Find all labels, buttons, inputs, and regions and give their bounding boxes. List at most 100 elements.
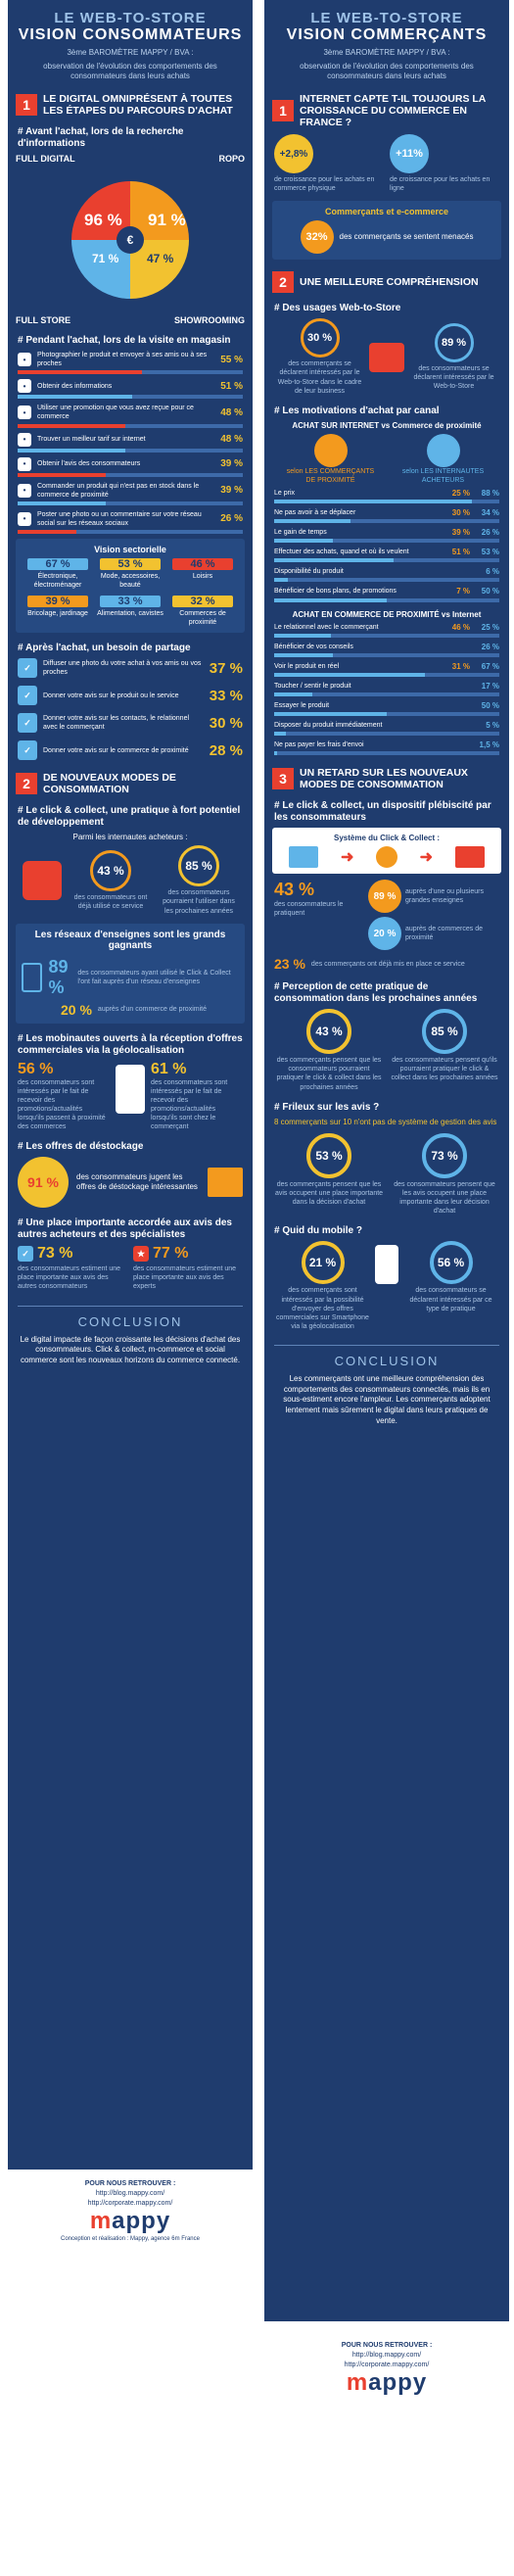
ravis-b-label: des consommateurs pensent que les avis o… (394, 1181, 495, 1216)
prox-value-buyers: 67 % (481, 661, 499, 671)
svg-text:€: € (127, 233, 134, 247)
pie-slice-fulldigital (71, 181, 130, 241)
cc-a-label: des consommateurs ont déjà utilisé ce se… (73, 893, 148, 911)
motiv-label: Le prix (274, 489, 296, 497)
dest-value: 91 % (18, 1157, 69, 1209)
apres-value: 33 % (209, 687, 243, 704)
merchant-avatar (313, 433, 348, 467)
pie-slice-ropo (130, 181, 189, 241)
apres-row: ✓ Donner votre avis sur le commerce de pr… (18, 740, 243, 761)
cc-stats: 43 % des consommateurs ont déjà utilisé … (18, 845, 243, 915)
corporate-link[interactable]: http://corporate.mappy.com/ (87, 2199, 173, 2207)
prox-bar (274, 652, 499, 657)
motiv-value-merchants: 30 % (451, 508, 470, 518)
prox-row-line: Toucher / sentir le produit 17 % (274, 682, 499, 691)
prox-bar-fill (274, 633, 331, 638)
reseaux-b-value: 20 % (61, 1001, 92, 1018)
right-section-2: 2 UNE MEILLEURE COMPRÉHENSION (272, 271, 501, 294)
motiv-bar (274, 519, 499, 524)
cc-b-value: 85 % (178, 845, 219, 887)
rmob-stats: 21 % des commerçants sont intéressés par… (274, 1241, 499, 1330)
apres-value: 28 % (209, 741, 243, 759)
sector-value: 39 % (27, 596, 88, 608)
pendant-label: Commander un produit qui n'est pas en st… (37, 482, 200, 499)
right-title: VISION COMMERÇANTS (286, 26, 488, 43)
cc-b-label: des consommateurs pourraient l'utiliser … (163, 889, 235, 915)
motiv-label: Effectuer des achats, quand et où ils ve… (274, 549, 409, 556)
perc-stats: 43 % des commerçants pensent que les con… (274, 1009, 499, 1091)
motiv-bar (274, 539, 499, 544)
pendant-bar (18, 529, 243, 534)
conclusion-text: Les commerçants ont une meilleure compré… (283, 1373, 491, 1426)
usage-a-label: des commerçants se déclarent intéressés … (277, 360, 362, 395)
laptop-icon (289, 846, 319, 869)
pendant-bar (18, 472, 243, 477)
consumer-column: LE WEB-TO-STORE VISION CONSOMMATEURS 3èm… (8, 0, 253, 2170)
pendant-label: Photographier le produit et envoyer à se… (37, 352, 208, 368)
apres-label: Donner votre avis sur le produit ou le s… (43, 692, 179, 699)
pie-slice-showrooming (130, 240, 189, 300)
pendant-value: 39 % (220, 458, 243, 469)
sector-item: 46 % Loisirs (166, 557, 239, 590)
pie-value-3: 71 % (92, 252, 119, 266)
conclusion-title: CONCLUSION (77, 1313, 183, 1329)
motiv-bar-fill (274, 539, 333, 544)
apres-chart: ✓ Diffuser une photo du votre achat à vos… (18, 658, 243, 761)
motiv-bar-fill (274, 558, 394, 563)
left-conclusion: CONCLUSION Le digital impacte de façon c… (18, 1305, 243, 1366)
usage-title: # Des usages Web-to-Store (274, 303, 401, 314)
sector-label: Bricolage, jardinage (27, 610, 88, 618)
rcc-d: 23 % des commerçants ont déjà mis en pla… (274, 956, 499, 972)
activity-icon: • (18, 432, 31, 447)
credit-text: Conception et réalisation : Mappy, agenc… (61, 2236, 200, 2243)
ravis-b: 73 % des consommateurs pensent que les a… (390, 1133, 499, 1216)
rcc-a: 43 % des consommateurs le pratiquent (274, 880, 362, 918)
blog-link[interactable]: http://blog.mappy.com/ (351, 2351, 422, 2359)
pendant-label: Trouver un meilleur tarif sur internet (37, 435, 146, 443)
motiv-bar-fill (274, 500, 473, 504)
right-header: LE WEB-TO-STORE VISION COMMERÇANTS 3ème … (264, 0, 509, 81)
share-icon: ✓ (18, 713, 37, 734)
web-to-store-icon (369, 342, 404, 372)
reseaux-b-label: auprès d'un commerce de proximité (97, 1006, 207, 1014)
reseaux-a: 89 % des consommateurs ayant utilisé le … (22, 957, 239, 998)
smartphone-icon (116, 1064, 145, 1114)
motiv-value-merchants: 39 % (451, 528, 470, 538)
prox-bar (274, 633, 499, 638)
prox-label: Toucher / sentir le produit (274, 682, 351, 690)
motiv-row: Le gain de temps 39 % 26 % (274, 528, 499, 544)
pendant-bar-fill (18, 448, 126, 453)
dest-stat: 91 % des consommateurs jugent les offres… (18, 1157, 243, 1209)
right-kicker: LE WEB-TO-STORE (310, 10, 463, 26)
motiv-bar (274, 578, 499, 583)
rcc-d-label: des commerçants ont déjà mis en place ce… (310, 960, 465, 968)
thumbs-up-icon: ✓ (18, 1246, 33, 1263)
sector-grid: 67 % Électronique, électroménager 53 % Mode… (22, 557, 239, 627)
usage-a: 30 % des commerçants se déclarent intére… (274, 318, 365, 395)
motiv-label: Ne pas avoir à se déplacer (274, 509, 356, 517)
sector-value: 33 % (100, 596, 161, 608)
blog-link[interactable]: http://blog.mappy.com/ (95, 2189, 165, 2197)
prox-bar (274, 711, 499, 716)
apres-value: 30 % (209, 714, 243, 732)
activity-icon: • (18, 405, 31, 420)
right-subtitle-1: 3ème BAROMÈTRE MAPPY / BVA : (323, 48, 450, 57)
motiv-label: Bénéficier de bons plans, de promotions (274, 588, 397, 596)
motiv-bar-fill (274, 578, 288, 583)
pendant-bar-fill (18, 395, 133, 400)
mob-title: # Les mobinautes ouverts à la réception … (18, 1032, 243, 1056)
pendant-row: • Photographier le produit et envoyer à s… (18, 351, 243, 375)
growth-a: +2,8% de croissance pour les achats en c… (274, 134, 384, 193)
share-icon: ✓ (18, 658, 37, 679)
pendant-value: 51 % (220, 380, 243, 392)
pendant-row: • Obtenir l'avis des consommateurs 39 % (18, 456, 243, 477)
motiv-value-merchants: 7 % (456, 587, 470, 596)
sector-value: 67 % (27, 557, 88, 570)
sector-value: 53 % (100, 557, 161, 570)
mob-a: 56 % des consommateurs sont intéressés p… (18, 1061, 110, 1132)
sector-label: Commerces de proximité (179, 610, 226, 627)
journey-pie: FULL DIGITAL ROPO FULL STORE SHOWROOMING… (16, 154, 245, 325)
apres-label: Donner votre avis sur le commerce de pro… (43, 746, 189, 754)
motiv-label: Disponibilité du produit (274, 568, 344, 576)
corporate-link[interactable]: http://corporate.mappy.com/ (344, 2361, 430, 2368)
